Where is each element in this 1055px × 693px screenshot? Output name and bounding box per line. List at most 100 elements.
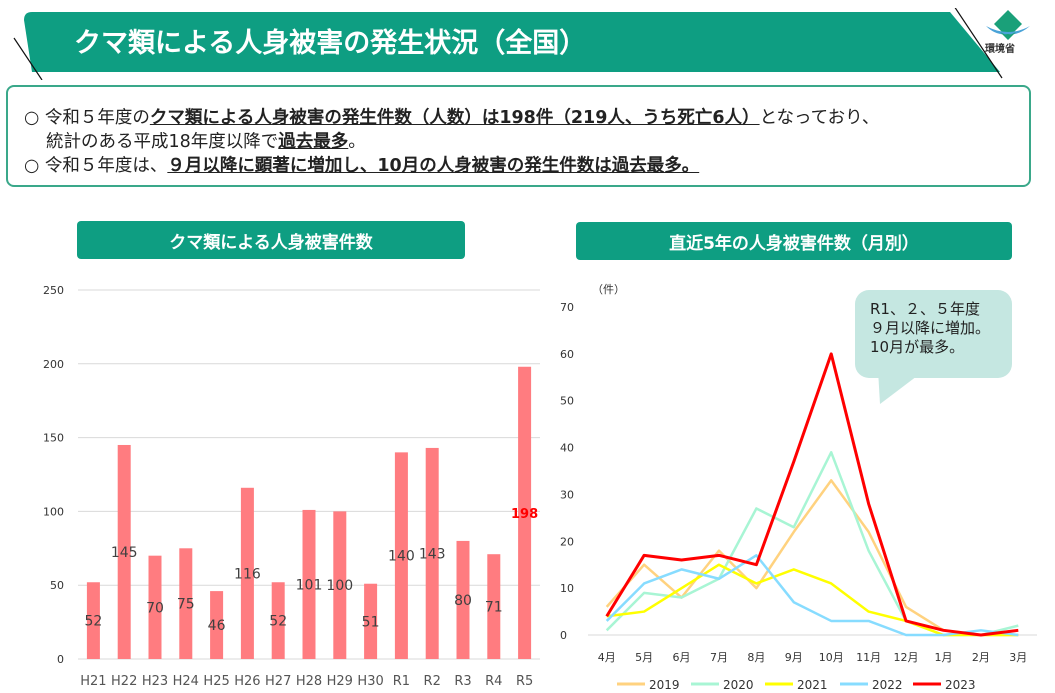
x-tick-label: R4 bbox=[485, 674, 502, 689]
y-tick-label: 70 bbox=[560, 301, 574, 314]
y-tick-label: 40 bbox=[560, 442, 574, 455]
title-banner-shape bbox=[13, 8, 1003, 80]
bar-data-label: 52 bbox=[84, 614, 102, 630]
legend-label: 2020 bbox=[723, 678, 754, 692]
summary-text: 統計のある平成18年度以降で bbox=[46, 132, 279, 152]
bar-data-label: 70 bbox=[146, 600, 164, 616]
x-tick-label: H29 bbox=[327, 674, 353, 689]
x-tick-label: 7月 bbox=[710, 651, 728, 664]
callout-tail bbox=[878, 370, 925, 404]
x-tick-label: 6月 bbox=[673, 651, 691, 664]
series-line-2020 bbox=[605, 451, 1019, 637]
bar bbox=[271, 582, 285, 659]
x-tick-label: R2 bbox=[424, 674, 441, 689]
legend-label: 2022 bbox=[872, 678, 903, 692]
x-tick-label: R5 bbox=[516, 674, 533, 689]
callout-bubble bbox=[855, 290, 1012, 378]
x-tick-label: H23 bbox=[142, 674, 168, 689]
x-tick-label: 12月 bbox=[894, 651, 919, 664]
title-banner: クマ類による人身被害の発生状況（全国） bbox=[12, 8, 1003, 80]
x-tick-label: 10月 bbox=[819, 651, 844, 664]
y-axis-unit-label: （件） bbox=[592, 283, 625, 296]
summary-box bbox=[6, 85, 1031, 187]
bar bbox=[456, 540, 470, 659]
bar bbox=[148, 555, 162, 659]
bar bbox=[425, 447, 439, 659]
bar bbox=[117, 444, 131, 659]
bar bbox=[179, 548, 193, 659]
bar-data-label: 80 bbox=[454, 593, 472, 609]
bar-data-label: 140 bbox=[388, 549, 415, 565]
bar bbox=[364, 583, 378, 659]
x-tick-label: H24 bbox=[173, 674, 199, 689]
x-tick-label: H25 bbox=[203, 674, 229, 689]
summary-emphasis: ９月以降に顕著に増加し、10月の人身被害の発生件数は過去最多。 bbox=[167, 156, 700, 176]
bar-data-label: 116 bbox=[234, 566, 261, 582]
y-tick-label: 50 bbox=[50, 579, 64, 592]
callout-line: 10月が最多。 bbox=[870, 338, 965, 356]
x-tick-label: R1 bbox=[393, 674, 410, 689]
x-tick-label: 1月 bbox=[934, 651, 952, 664]
legend-label: 2023 bbox=[945, 678, 976, 692]
bar-chart: 0 50 100 150 200 250 52 H21 145 H22 70 H23 75 H24 46 H2… bbox=[43, 284, 540, 689]
y-tick-label: 100 bbox=[43, 505, 64, 518]
summary-line-2: 統計のある平成18年度以降で過去最多。 bbox=[46, 128, 366, 153]
callout-line: R1、２、５年度 bbox=[870, 300, 980, 318]
x-tick-label: 3月 bbox=[1009, 651, 1027, 664]
y-tick-label: 50 bbox=[560, 395, 574, 408]
x-tick-label: H30 bbox=[357, 674, 383, 689]
x-tick-label: H22 bbox=[111, 674, 137, 689]
summary-text: ○ 令和５年度は、 bbox=[24, 156, 168, 176]
x-tick-label: H26 bbox=[234, 674, 260, 689]
bar-data-label: 198 bbox=[511, 507, 538, 522]
summary-text: となっており、 bbox=[759, 108, 880, 128]
ministry-logo-text: 環境省 bbox=[985, 44, 1015, 55]
x-tick-label: H21 bbox=[80, 674, 106, 689]
summary-emphasis: 過去最多 bbox=[278, 132, 349, 152]
bar-data-label: 101 bbox=[296, 577, 323, 593]
summary-text: ○ 令和５年度の bbox=[24, 108, 150, 128]
x-tick-label: H27 bbox=[265, 674, 291, 689]
callout-text: R1、２、５年度 ９月以降に増加。 10月が最多。 bbox=[870, 300, 990, 357]
x-tick-label: 8月 bbox=[747, 651, 765, 664]
y-tick-label: 0 bbox=[57, 653, 64, 666]
y-tick-label: 60 bbox=[560, 348, 574, 361]
bar bbox=[487, 554, 501, 659]
y-tick-label: 20 bbox=[560, 535, 574, 548]
x-tick-label: 2月 bbox=[972, 651, 990, 664]
x-tick-label: H28 bbox=[296, 674, 322, 689]
bar-data-label: 143 bbox=[419, 546, 446, 562]
x-tick-label: 9月 bbox=[785, 651, 803, 664]
bar bbox=[210, 591, 224, 659]
bar-data-label: 51 bbox=[362, 614, 380, 630]
y-tick-label: 200 bbox=[43, 358, 64, 371]
summary-emphasis: クマ類による人身被害の発生件数（人数）は198件（219人、うち死亡6人） bbox=[149, 108, 760, 128]
summary-line-1: ○ 令和５年度のクマ類による人身被害の発生件数（人数）は198件（219人、うち… bbox=[24, 104, 879, 129]
x-tick-label: 4月 bbox=[598, 651, 616, 664]
bar bbox=[518, 366, 532, 659]
series-line-2023 bbox=[605, 352, 1019, 637]
bar-data-label: 52 bbox=[269, 614, 287, 630]
bar bbox=[86, 582, 100, 659]
callout-line: ９月以降に増加。 bbox=[870, 319, 991, 337]
bar-data-label: 46 bbox=[208, 618, 226, 634]
page-title: クマ類による人身被害の発生状況（全国） bbox=[74, 28, 587, 59]
ministry-logo-icon bbox=[986, 10, 1030, 40]
bar-data-label: 71 bbox=[485, 600, 503, 616]
bar bbox=[240, 487, 254, 659]
legend-label: 2021 bbox=[797, 678, 828, 692]
y-tick-label: 0 bbox=[560, 629, 567, 642]
legend-label: 2019 bbox=[649, 678, 680, 692]
x-tick-label: 11月 bbox=[856, 651, 881, 664]
summary-text: 。 bbox=[348, 132, 366, 152]
x-tick-label: R3 bbox=[454, 674, 471, 689]
bar bbox=[302, 509, 316, 659]
bar-data-label: 100 bbox=[326, 578, 353, 594]
y-tick-label: 150 bbox=[43, 432, 64, 445]
x-tick-label: 5月 bbox=[635, 651, 653, 664]
bar bbox=[333, 511, 347, 659]
bar-chart-title: クマ類による人身被害件数 bbox=[77, 221, 465, 259]
bar bbox=[394, 452, 408, 659]
summary-line-3: ○ 令和５年度は、９月以降に顕著に増加し、10月の人身被害の発生件数は過去最多。 bbox=[24, 152, 699, 177]
bar-data-label: 145 bbox=[111, 545, 138, 561]
